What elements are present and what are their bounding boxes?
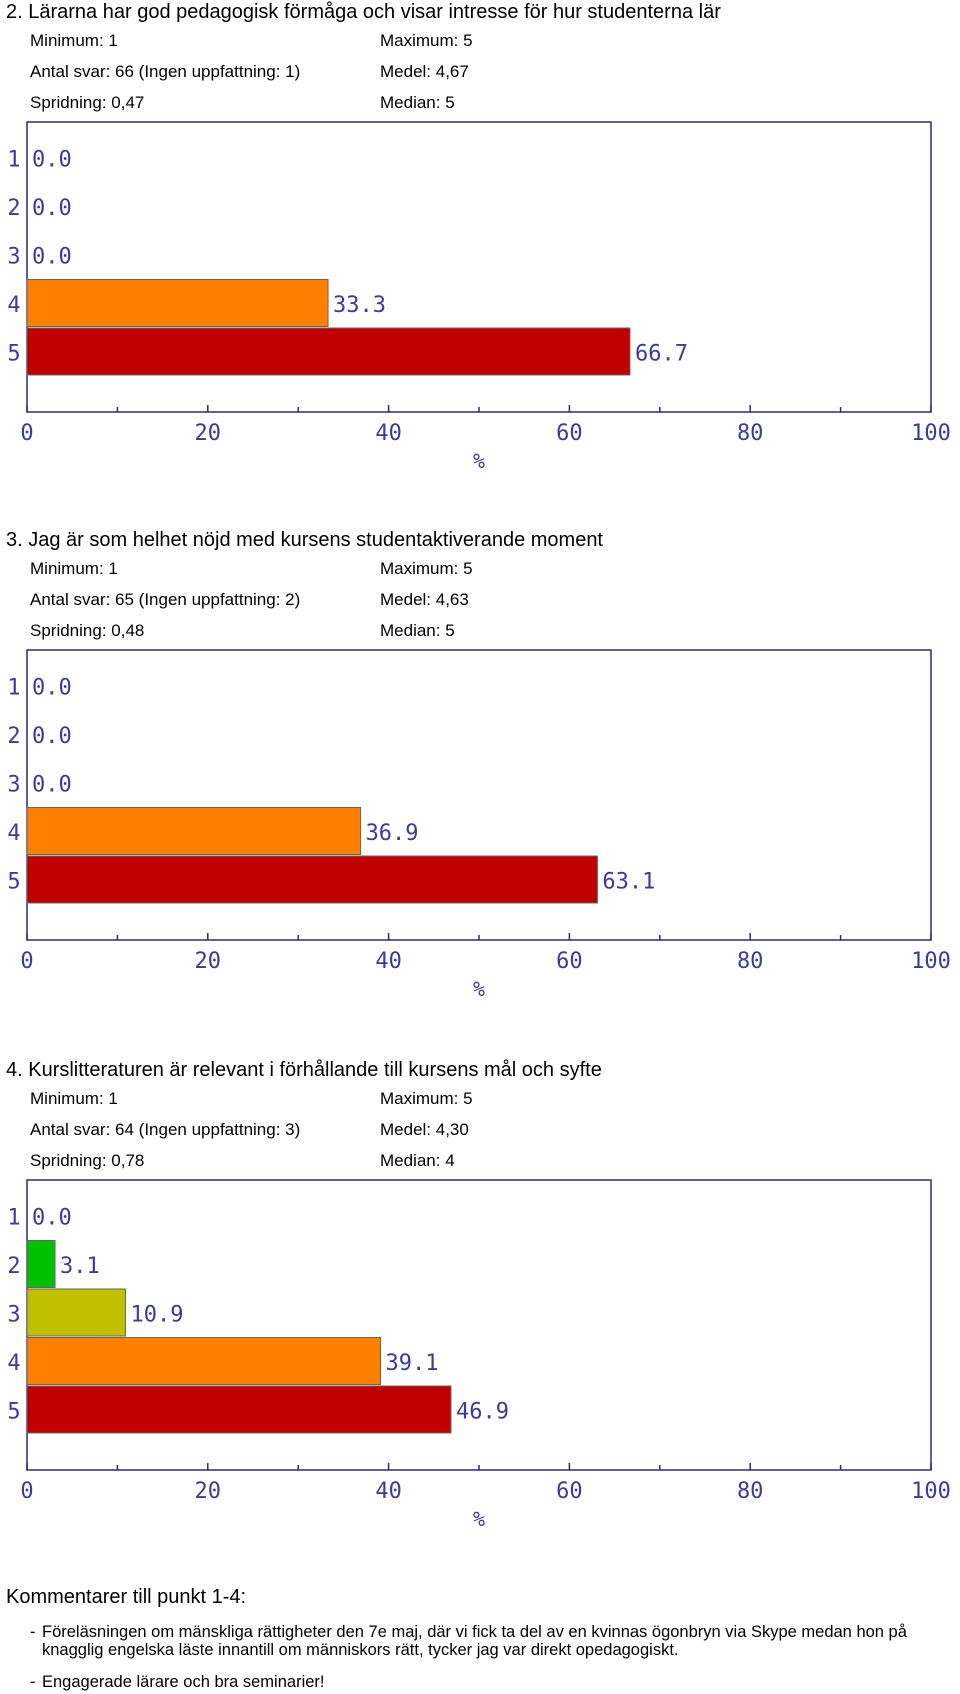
category-label: 3 (7, 1302, 20, 1327)
data-label: 36.9 (366, 821, 419, 846)
question-section-2: 2. Lärarna har god pedagogisk förmåga oc… (0, 0, 960, 490)
stat-minimum: Minimum: 1 (30, 1089, 118, 1108)
data-label: 66.7 (635, 341, 688, 366)
data-label: 0.0 (32, 1205, 72, 1230)
x-tick-label: 60 (556, 1479, 583, 1504)
stat-median: Median: 5 (380, 621, 455, 640)
stat-antal-svar: Antal svar: 66 (Ingen uppfattning: 1) (30, 62, 301, 81)
comment-dash: - (30, 1623, 36, 1641)
bar (26, 279, 329, 327)
x-axis-label: % (473, 977, 485, 1000)
category-label: 4 (7, 1351, 20, 1376)
x-tick-label: 0 (20, 421, 33, 446)
stat-minimum: Minimum: 1 (30, 31, 118, 50)
stat-spridning: Spridning: 0,47 (30, 93, 145, 112)
bar (26, 807, 362, 855)
stat-maximum: Maximum: 5 (380, 31, 473, 50)
comment-text: Engagerade lärare och bra seminarier! (42, 1673, 325, 1691)
comments-title: Kommentarer till punkt 1-4: (6, 1586, 247, 1608)
bar (26, 327, 631, 376)
question-section-3: 3. Jag är som helhet nöjd med kursens st… (0, 528, 960, 1018)
stat-maximum: Maximum: 5 (380, 1089, 473, 1108)
category-label: 3 (7, 244, 20, 269)
category-label: 5 (7, 869, 20, 894)
comment-item: - Engagerade lärare och bra seminarier! (30, 1673, 950, 1691)
bar (26, 1240, 56, 1288)
category-label: 1 (7, 1205, 20, 1230)
stat-medel: Medel: 4,30 (380, 1120, 469, 1139)
bar-chart: 0 20 40 60 80 100% 1 0.0 2 0.0 3 0.0 4 33.3 5 66.7 (7, 121, 951, 472)
category-label: 4 (7, 821, 20, 846)
stat-medel: Medel: 4,67 (380, 62, 469, 81)
question-title: 4. Kurslitteraturen är relevant i förhål… (6, 1059, 602, 1081)
bar (26, 1385, 452, 1434)
question-title: 2. Lärarna har god pedagogisk förmåga oc… (6, 1, 721, 23)
stat-spridning: Spridning: 0,78 (30, 1151, 145, 1170)
stat-maximum: Maximum: 5 (380, 559, 473, 578)
bar (26, 1337, 381, 1385)
category-label: 5 (7, 1399, 20, 1424)
bar-chart: 0 20 40 60 80 100% 1 0.0 2 3.1 3 10.9 4 39.1 5 46.9 (7, 1179, 951, 1530)
data-label: 0.0 (32, 675, 72, 700)
x-tick-label: 100 (911, 421, 951, 446)
category-label: 2 (7, 196, 20, 221)
x-tick-label: 40 (375, 421, 402, 446)
x-tick-label: 100 (911, 949, 951, 974)
x-tick-label: 60 (556, 949, 583, 974)
question-title: 3. Jag är som helhet nöjd med kursens st… (6, 529, 603, 551)
x-tick-label: 60 (556, 421, 583, 446)
x-tick-label: 20 (195, 1479, 222, 1504)
comment-dash: - (30, 1673, 36, 1691)
category-label: 3 (7, 772, 20, 797)
category-label: 2 (7, 724, 20, 749)
x-axis-label: % (473, 449, 485, 472)
data-label: 33.3 (333, 293, 386, 318)
stat-minimum: Minimum: 1 (30, 559, 118, 578)
data-label: 0.0 (32, 196, 72, 221)
data-label: 0.0 (32, 244, 72, 269)
data-label: 0.0 (32, 147, 72, 172)
x-axis-label: % (473, 1507, 485, 1530)
category-label: 1 (7, 147, 20, 172)
x-tick-label: 0 (20, 949, 33, 974)
stat-median: Median: 5 (380, 93, 455, 112)
stat-antal-svar: Antal svar: 65 (Ingen uppfattning: 2) (30, 590, 301, 609)
x-tick-label: 80 (737, 949, 764, 974)
data-label: 10.9 (131, 1302, 184, 1327)
x-tick-label: 40 (375, 949, 402, 974)
data-label: 3.1 (60, 1254, 100, 1279)
category-label: 1 (7, 675, 20, 700)
x-tick-label: 80 (737, 421, 764, 446)
bar-chart: 0 20 40 60 80 100% 1 0.0 2 0.0 3 0.0 4 36.9 5 63.1 (7, 649, 951, 1000)
category-label: 4 (7, 293, 20, 318)
stat-median: Median: 4 (380, 1151, 455, 1170)
question-section-4: 4. Kurslitteraturen är relevant i förhål… (0, 1058, 960, 1548)
data-label: 0.0 (32, 772, 72, 797)
data-label: 39.1 (385, 1351, 438, 1376)
x-tick-label: 100 (911, 1479, 951, 1504)
bar (26, 855, 598, 904)
category-label: 2 (7, 1254, 20, 1279)
stat-antal-svar: Antal svar: 64 (Ingen uppfattning: 3) (30, 1120, 301, 1139)
category-label: 5 (7, 341, 20, 366)
bar (26, 1288, 127, 1337)
data-label: 63.1 (602, 869, 655, 894)
x-tick-label: 20 (195, 949, 222, 974)
data-label: 0.0 (32, 724, 72, 749)
x-tick-label: 20 (195, 421, 222, 446)
comment-text: Föreläsningen om mänskliga rättigheter d… (42, 1623, 907, 1659)
x-tick-label: 40 (375, 1479, 402, 1504)
x-tick-label: 80 (737, 1479, 764, 1504)
x-tick-label: 0 (20, 1479, 33, 1504)
comment-item: - Föreläsningen om mänskliga rättigheter… (30, 1623, 950, 1659)
stat-medel: Medel: 4,63 (380, 590, 469, 609)
data-label: 46.9 (456, 1399, 509, 1424)
stat-spridning: Spridning: 0,48 (30, 621, 145, 640)
